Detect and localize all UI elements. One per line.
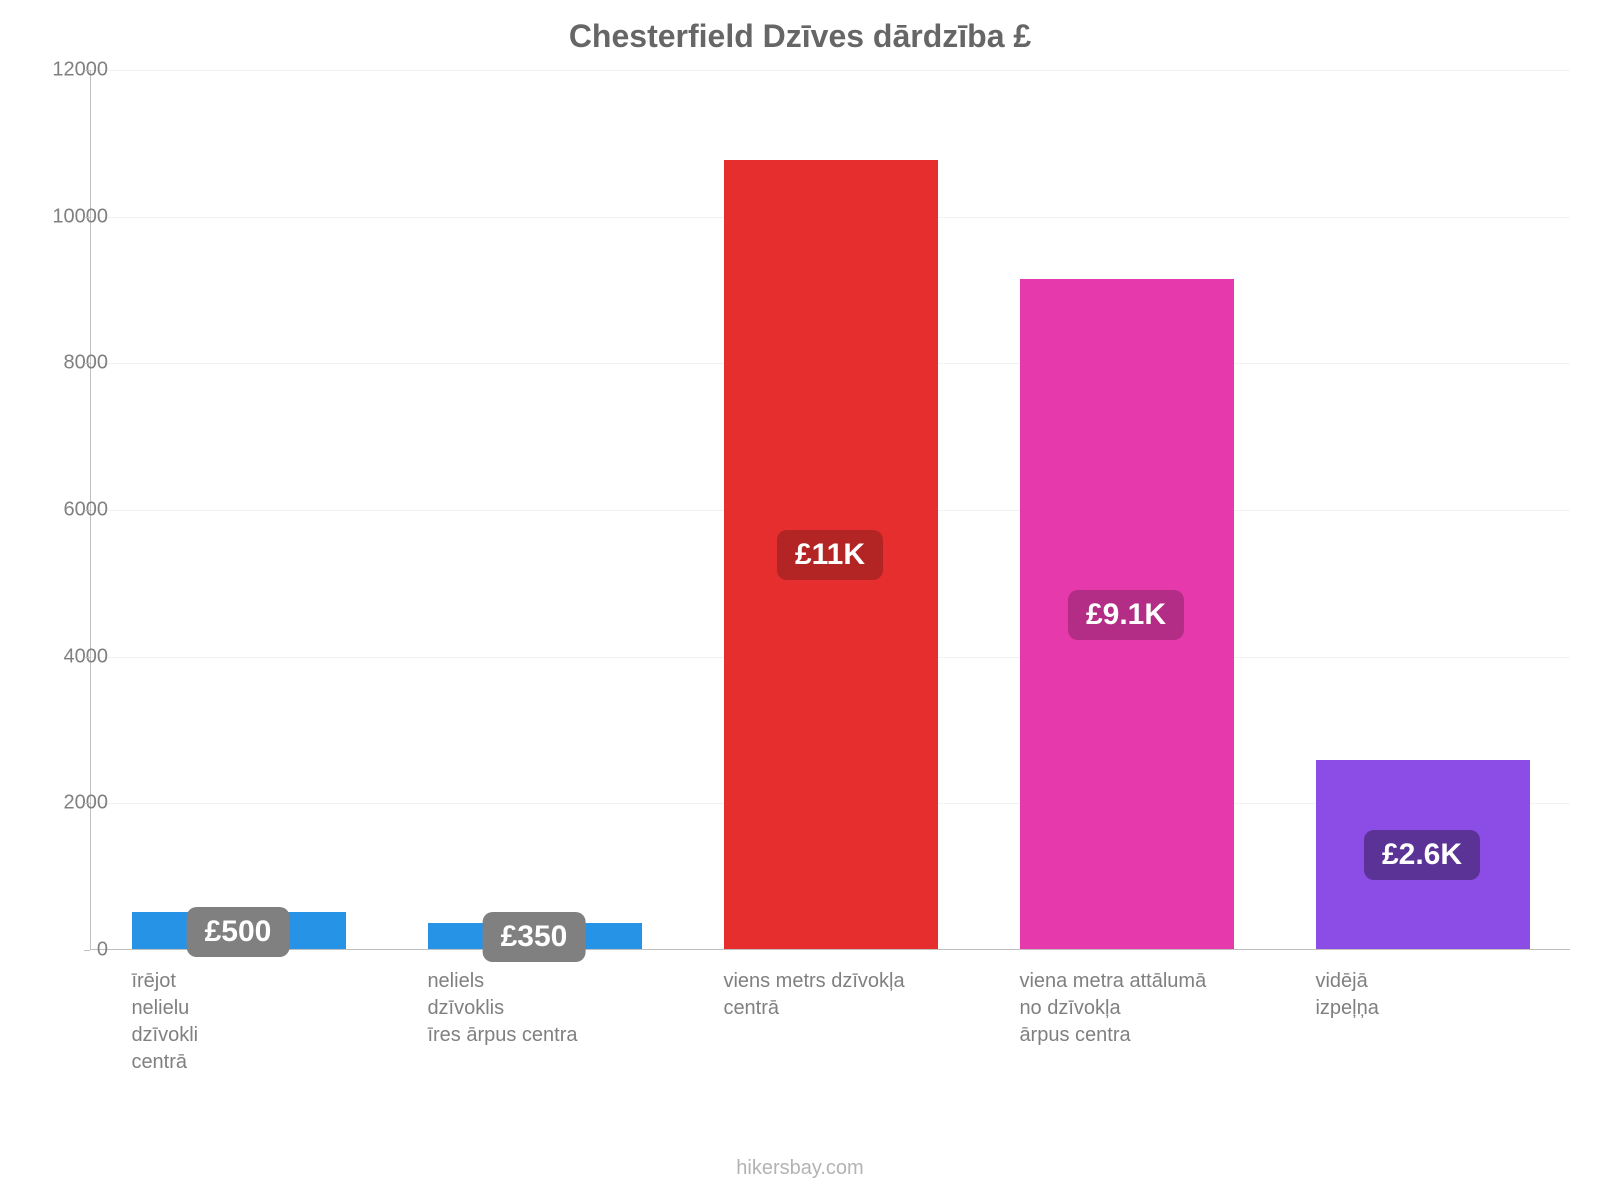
gridline bbox=[91, 70, 1570, 71]
y-tick-label: 12000 bbox=[28, 59, 108, 82]
bar-value-label: £9.1K bbox=[1068, 590, 1184, 640]
plot-area bbox=[90, 70, 1570, 950]
y-tick-mark bbox=[84, 803, 90, 804]
y-tick-mark bbox=[84, 217, 90, 218]
y-tick-label: 4000 bbox=[28, 645, 108, 668]
y-tick-label: 2000 bbox=[28, 792, 108, 815]
chart-title: Chesterfield Dzīves dārdzība £ bbox=[0, 18, 1600, 55]
bar-value-label: £2.6K bbox=[1364, 830, 1480, 880]
y-tick-label: 8000 bbox=[28, 352, 108, 375]
x-category-label: vidējā izpeļņa bbox=[1315, 968, 1600, 1022]
cost-of-living-chart: Chesterfield Dzīves dārdzība £ hikersbay… bbox=[0, 0, 1600, 1200]
x-category-label: viena metra attālumā no dzīvokļa ārpus c… bbox=[1019, 968, 1315, 1049]
y-tick-mark bbox=[84, 950, 90, 951]
y-tick-mark bbox=[84, 510, 90, 511]
bar-value-label: £500 bbox=[187, 907, 290, 957]
y-tick-mark bbox=[84, 70, 90, 71]
attribution-text: hikersbay.com bbox=[0, 1157, 1600, 1180]
y-tick-mark bbox=[84, 363, 90, 364]
y-tick-label: 0 bbox=[28, 939, 108, 962]
y-tick-label: 10000 bbox=[28, 205, 108, 228]
x-category-label: viens metrs dzīvokļa centrā bbox=[723, 968, 1019, 1022]
x-category-label: neliels dzīvoklis īres ārpus centra bbox=[427, 968, 723, 1049]
y-tick-mark bbox=[84, 657, 90, 658]
bar-value-label: £11K bbox=[777, 530, 883, 580]
x-category-label: īrējot nelielu dzīvokli centrā bbox=[131, 968, 427, 1076]
bar-value-label: £350 bbox=[483, 912, 586, 962]
y-tick-label: 6000 bbox=[28, 499, 108, 522]
